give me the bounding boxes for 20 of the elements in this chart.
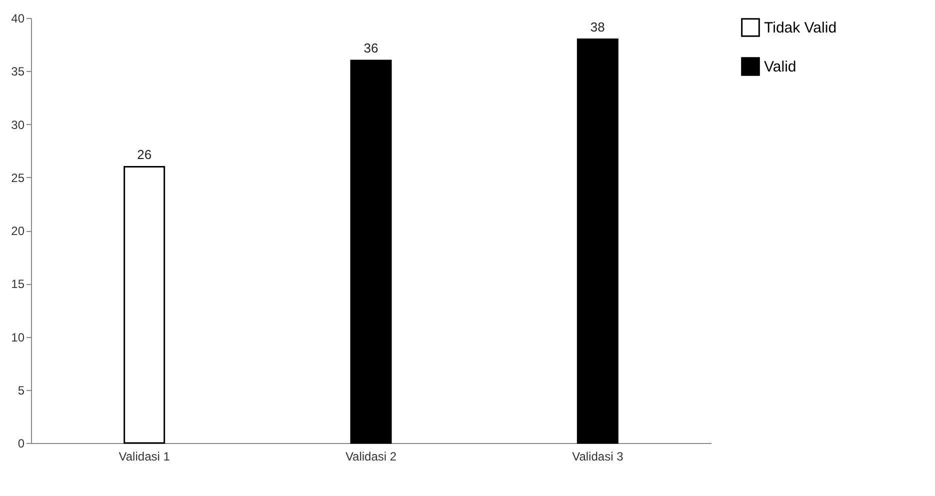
- data-label: 38: [590, 19, 605, 34]
- x-tick-label: Validasi 3: [572, 450, 624, 464]
- y-tick-label: 20: [11, 224, 25, 238]
- legend-label: Tidak Valid: [764, 20, 837, 36]
- data-label: 36: [364, 40, 378, 56]
- y-tick-label: 30: [11, 118, 25, 132]
- y-tick-label: 10: [11, 330, 25, 344]
- bar: [576, 38, 618, 444]
- y-tick-label: 15: [11, 277, 25, 292]
- data-label: 26: [137, 146, 152, 162]
- y-tick-label: 0: [18, 436, 25, 450]
- y-tick-label: 35: [11, 64, 25, 79]
- y-tick-label: 25: [11, 170, 25, 185]
- bar: [350, 60, 392, 444]
- legend-label: Valid: [764, 58, 796, 76]
- x-tick-label: Validasi 2: [345, 450, 397, 464]
- x-tick-label: Validasi 1: [118, 450, 170, 464]
- bar: [124, 166, 166, 444]
- y-tick-label: 40: [11, 12, 25, 26]
- y-tick-label: 5: [18, 383, 25, 398]
